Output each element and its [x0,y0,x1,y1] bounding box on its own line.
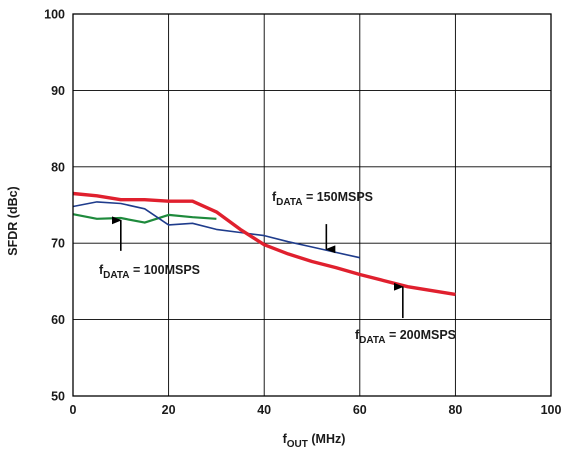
label-150msps: fDATA = 150MSPS [272,190,373,208]
label-200msps: fDATA = 200MSPS [355,328,456,346]
label-100msps: fDATA = 100MSPS [99,263,200,281]
y-tick-label: 60 [51,313,65,327]
grid [73,14,551,396]
annotations: fDATA = 150MSPS fDATA = 100MSPS fDATA = … [99,190,456,346]
x-tick-label: 80 [448,403,462,417]
x-tick-label: 60 [353,403,367,417]
x-tick-label: 40 [257,403,271,417]
y-tick-label: 70 [51,237,65,251]
y-tick-label: 100 [44,8,65,22]
plot-frame [72,13,552,397]
x-tick-label: 0 [70,403,77,417]
x-tick-label: 20 [162,403,176,417]
x-tick-label: 100 [541,403,562,417]
y-tick-label: 90 [51,84,65,98]
series-line-200msps [72,191,456,297]
x-axis-title-main: f [283,432,288,446]
y-tick-label: 50 [51,390,65,404]
x-axis-title-sub: OUT [287,439,308,450]
y-tick-label: 80 [51,160,65,174]
y-axis-title: SFDR (dBc) [6,186,20,255]
series-line-100msps [72,213,217,224]
tick-labels: 0 20 40 60 80 100 50 60 70 80 90 100 [44,8,561,418]
series-line-150msps [72,201,360,259]
series-layer [72,191,456,297]
x-axis-title: fOUT (MHz) [283,432,346,450]
x-axis-title-rest: (MHz) [308,432,346,446]
